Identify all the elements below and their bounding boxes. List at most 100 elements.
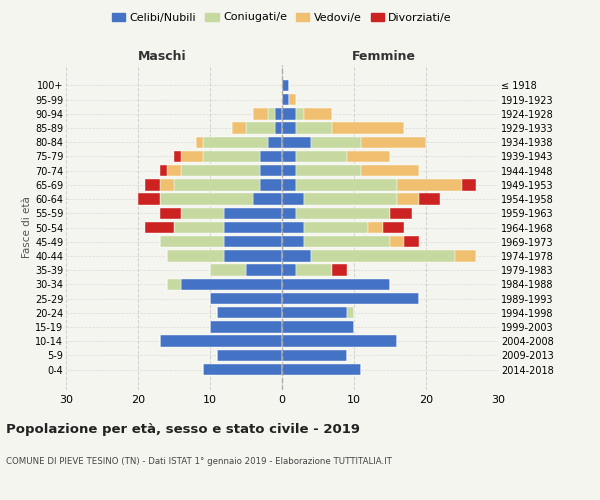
Bar <box>181 208 224 219</box>
Text: Maschi: Maschi <box>137 50 187 62</box>
Bar <box>232 122 246 134</box>
Bar <box>289 94 296 106</box>
Bar <box>311 250 455 262</box>
Bar <box>296 165 361 176</box>
Bar <box>217 350 282 361</box>
Bar <box>224 250 282 262</box>
Bar <box>174 222 224 233</box>
Bar <box>282 165 296 176</box>
Bar <box>246 264 282 276</box>
Bar <box>268 136 282 148</box>
Bar <box>361 136 426 148</box>
Bar <box>332 122 404 134</box>
Bar <box>397 194 419 205</box>
Bar <box>368 222 383 233</box>
Bar <box>296 108 304 120</box>
Bar <box>455 250 476 262</box>
Bar <box>174 151 181 162</box>
Bar <box>282 278 390 290</box>
Bar <box>282 264 296 276</box>
Bar <box>167 278 181 290</box>
Text: Femmine: Femmine <box>352 50 416 62</box>
Bar <box>347 151 390 162</box>
Bar <box>260 179 282 190</box>
Bar <box>282 122 296 134</box>
Bar <box>203 136 268 148</box>
Bar <box>224 236 282 248</box>
Bar <box>210 322 282 332</box>
Bar <box>145 222 174 233</box>
Bar <box>167 250 224 262</box>
Bar <box>138 194 160 205</box>
Bar <box>332 264 347 276</box>
Bar <box>282 350 347 361</box>
Bar <box>160 208 181 219</box>
Bar <box>275 122 282 134</box>
Bar <box>296 179 397 190</box>
Bar <box>282 94 289 106</box>
Bar <box>282 364 361 375</box>
Bar <box>167 165 181 176</box>
Bar <box>304 222 368 233</box>
Bar <box>296 122 332 134</box>
Bar <box>282 80 289 91</box>
Bar <box>181 151 203 162</box>
Bar <box>196 136 203 148</box>
Bar <box>361 165 419 176</box>
Bar <box>217 307 282 318</box>
Bar <box>304 236 390 248</box>
Bar <box>462 179 476 190</box>
Bar <box>304 108 332 120</box>
Bar <box>203 364 282 375</box>
Bar <box>347 307 354 318</box>
Bar <box>282 194 304 205</box>
Bar <box>160 194 253 205</box>
Bar <box>282 151 296 162</box>
Y-axis label: Fasce di età: Fasce di età <box>22 196 32 258</box>
Bar <box>275 108 282 120</box>
Bar <box>282 307 347 318</box>
Bar <box>160 236 224 248</box>
Bar <box>224 222 282 233</box>
Bar <box>210 264 246 276</box>
Bar <box>253 108 268 120</box>
Bar <box>282 222 304 233</box>
Text: Popolazione per età, sesso e stato civile - 2019: Popolazione per età, sesso e stato civil… <box>6 422 360 436</box>
Bar <box>311 136 361 148</box>
Bar <box>282 336 397 347</box>
Bar <box>296 151 347 162</box>
Bar <box>253 194 282 205</box>
Bar <box>383 222 404 233</box>
Bar <box>160 179 174 190</box>
Bar <box>304 194 397 205</box>
Bar <box>181 165 260 176</box>
Bar <box>282 179 296 190</box>
Bar <box>296 264 332 276</box>
Bar <box>404 236 419 248</box>
Bar <box>246 122 275 134</box>
Bar <box>390 236 404 248</box>
Bar <box>160 336 282 347</box>
Bar <box>282 236 304 248</box>
Bar <box>145 179 160 190</box>
Bar <box>419 194 440 205</box>
Bar <box>260 151 282 162</box>
Bar <box>282 208 296 219</box>
Bar <box>174 179 260 190</box>
Bar <box>282 293 419 304</box>
Bar <box>296 208 390 219</box>
Bar <box>160 165 167 176</box>
Bar <box>224 208 282 219</box>
Bar <box>282 108 296 120</box>
Bar <box>282 322 354 332</box>
Bar <box>282 136 311 148</box>
Bar <box>282 250 311 262</box>
Text: COMUNE DI PIEVE TESINO (TN) - Dati ISTAT 1° gennaio 2019 - Elaborazione TUTTITAL: COMUNE DI PIEVE TESINO (TN) - Dati ISTAT… <box>6 458 392 466</box>
Bar <box>268 108 275 120</box>
Legend: Celibi/Nubili, Coniugati/e, Vedovi/e, Divorziati/e: Celibi/Nubili, Coniugati/e, Vedovi/e, Di… <box>107 8 457 27</box>
Bar <box>397 179 462 190</box>
Bar <box>210 293 282 304</box>
Bar <box>260 165 282 176</box>
Bar <box>181 278 282 290</box>
Bar <box>203 151 260 162</box>
